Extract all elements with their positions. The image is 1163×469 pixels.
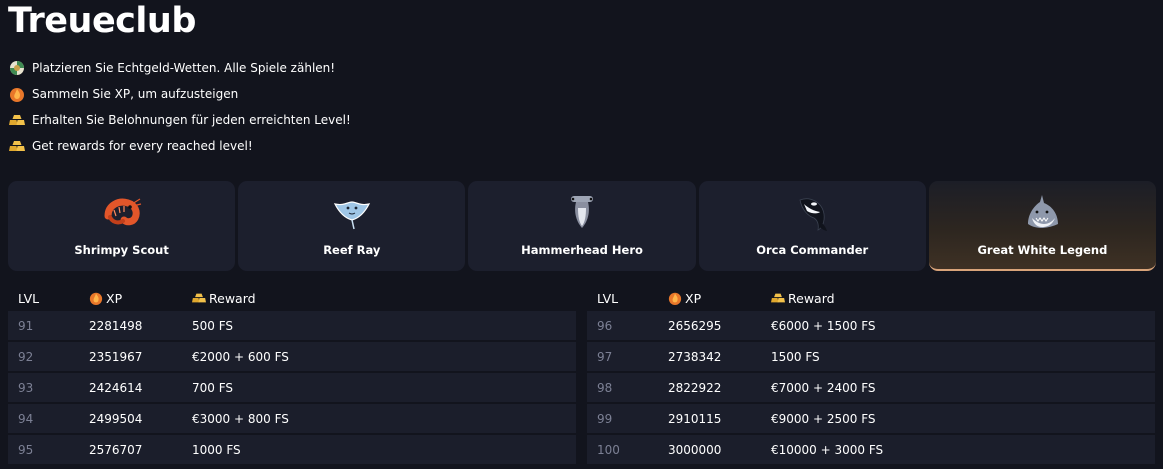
cell-xp: 2738342 xyxy=(668,349,722,364)
tier-tab-reef-ray[interactable]: Reef Ray xyxy=(238,181,466,271)
hammerhead-icon xyxy=(562,193,602,233)
tier-tabs: Shrimpy Scout Reef Ray xyxy=(8,181,1157,271)
levels-table-left: LVL XP Reward 91 2281498 500 FS xyxy=(8,285,576,466)
cell-lvl: 99 xyxy=(597,411,613,426)
cell-reward: €6000 + 1500 FS xyxy=(771,318,876,333)
tier-tab-hammerhead-hero[interactable]: Hammerhead Hero xyxy=(468,181,696,271)
shrimp-icon xyxy=(102,193,142,233)
cell-lvl: 92 xyxy=(18,349,34,364)
gold-bars-icon xyxy=(771,293,785,303)
tier-tab-great-white-legend[interactable]: Great White Legend xyxy=(928,181,1157,271)
cell-xp: 3000000 xyxy=(668,442,722,457)
benefit-text: Erhalten Sie Belohnungen für jeden errei… xyxy=(32,113,351,127)
table-row: 98 2822922 €7000 + 2400 FS xyxy=(587,373,1155,402)
header-xp-label: XP xyxy=(106,290,123,306)
cell-xp: 2656295 xyxy=(668,318,722,333)
benefit-item: Erhalten Sie Belohnungen für jeden errei… xyxy=(9,107,351,133)
table-row: 92 2351967 €2000 + 600 FS xyxy=(8,342,576,371)
table-row: 96 2656295 €6000 + 1500 FS xyxy=(587,311,1155,340)
cell-reward: 1000 FS xyxy=(192,442,241,457)
cell-xp: 2910115 xyxy=(668,411,722,426)
table-row: 93 2424614 700 FS xyxy=(8,373,576,402)
header-xp: XP xyxy=(89,291,192,306)
cell-reward: €7000 + 2400 FS xyxy=(771,380,876,395)
benefit-item: Get rewards for every reached level! xyxy=(9,133,351,159)
cell-xp: 2281498 xyxy=(89,318,143,333)
benefit-text: Get rewards for every reached level! xyxy=(32,139,253,153)
flame-icon xyxy=(89,292,103,305)
table-row: 94 2499504 €3000 + 800 FS xyxy=(8,404,576,433)
tier-name: Great White Legend xyxy=(977,243,1108,257)
header-reward: Reward xyxy=(771,291,1155,306)
table-row: 97 2738342 1500 FS xyxy=(587,342,1155,371)
cell-lvl: 93 xyxy=(18,380,34,395)
cell-reward: 1500 FS xyxy=(771,349,820,364)
cell-reward: €2000 + 600 FS xyxy=(192,349,289,364)
casino-chip-icon xyxy=(9,60,25,76)
tier-name: Shrimpy Scout xyxy=(74,243,169,257)
benefit-item: Sammeln Sie XP, um aufzusteigen xyxy=(9,81,351,107)
cell-reward: 500 FS xyxy=(192,318,234,333)
tier-name: Reef Ray xyxy=(323,243,381,257)
gold-bars-icon xyxy=(9,112,25,128)
ray-icon xyxy=(332,193,372,233)
tier-name: Orca Commander xyxy=(756,243,869,257)
cell-xp: 2351967 xyxy=(89,349,143,364)
page-title: Treueclub xyxy=(8,1,196,41)
table-header: LVL XP Reward xyxy=(8,285,576,311)
header-xp: XP xyxy=(668,291,771,306)
cell-reward: €9000 + 2500 FS xyxy=(771,411,876,426)
cell-xp: 2499504 xyxy=(89,411,143,426)
table-row: 91 2281498 500 FS xyxy=(8,311,576,340)
tier-tab-orca-commander[interactable]: Orca Commander xyxy=(698,181,926,271)
cell-lvl: 91 xyxy=(18,318,34,333)
header-lvl: LVL xyxy=(597,290,619,306)
cell-lvl: 94 xyxy=(18,411,34,426)
cell-lvl: 98 xyxy=(597,380,613,395)
cell-lvl: 97 xyxy=(597,349,613,364)
benefit-text: Platzieren Sie Echtgeld-Wetten. Alle Spi… xyxy=(32,61,336,75)
cell-xp: 2424614 xyxy=(89,380,143,395)
cell-reward: €3000 + 800 FS xyxy=(192,411,289,426)
orca-icon xyxy=(792,193,832,233)
table-row: 95 2576707 1000 FS xyxy=(8,435,576,464)
cell-reward: €10000 + 3000 FS xyxy=(771,442,884,457)
shark-icon xyxy=(1022,193,1062,233)
cell-xp: 2576707 xyxy=(89,442,143,457)
flame-icon xyxy=(9,86,25,102)
header-reward-label: Reward xyxy=(788,290,835,306)
benefits-list: Platzieren Sie Echtgeld-Wetten. Alle Spi… xyxy=(9,55,351,159)
flame-icon xyxy=(668,292,682,305)
levels-table-right: LVL XP Reward 96 2656295 €6000 + 1500 xyxy=(587,285,1155,466)
cell-xp: 2822922 xyxy=(668,380,722,395)
benefit-text: Sammeln Sie XP, um aufzusteigen xyxy=(32,87,239,101)
tier-tab-shrimpy-scout[interactable]: Shrimpy Scout xyxy=(8,181,236,271)
table-row: 99 2910115 €9000 + 2500 FS xyxy=(587,404,1155,433)
gold-bars-icon xyxy=(192,293,206,303)
cell-lvl: 100 xyxy=(597,442,620,457)
cell-reward: 700 FS xyxy=(192,380,234,395)
cell-lvl: 96 xyxy=(597,318,613,333)
table-header: LVL XP Reward xyxy=(587,285,1155,311)
header-reward-label: Reward xyxy=(209,290,256,306)
header-lvl: LVL xyxy=(18,290,40,306)
gold-bars-icon xyxy=(9,138,25,154)
cell-lvl: 95 xyxy=(18,442,34,457)
table-row: 100 3000000 €10000 + 3000 FS xyxy=(587,435,1155,464)
tier-name: Hammerhead Hero xyxy=(521,243,643,257)
benefit-item: Platzieren Sie Echtgeld-Wetten. Alle Spi… xyxy=(9,55,351,81)
header-xp-label: XP xyxy=(685,290,702,306)
header-reward: Reward xyxy=(192,291,576,306)
